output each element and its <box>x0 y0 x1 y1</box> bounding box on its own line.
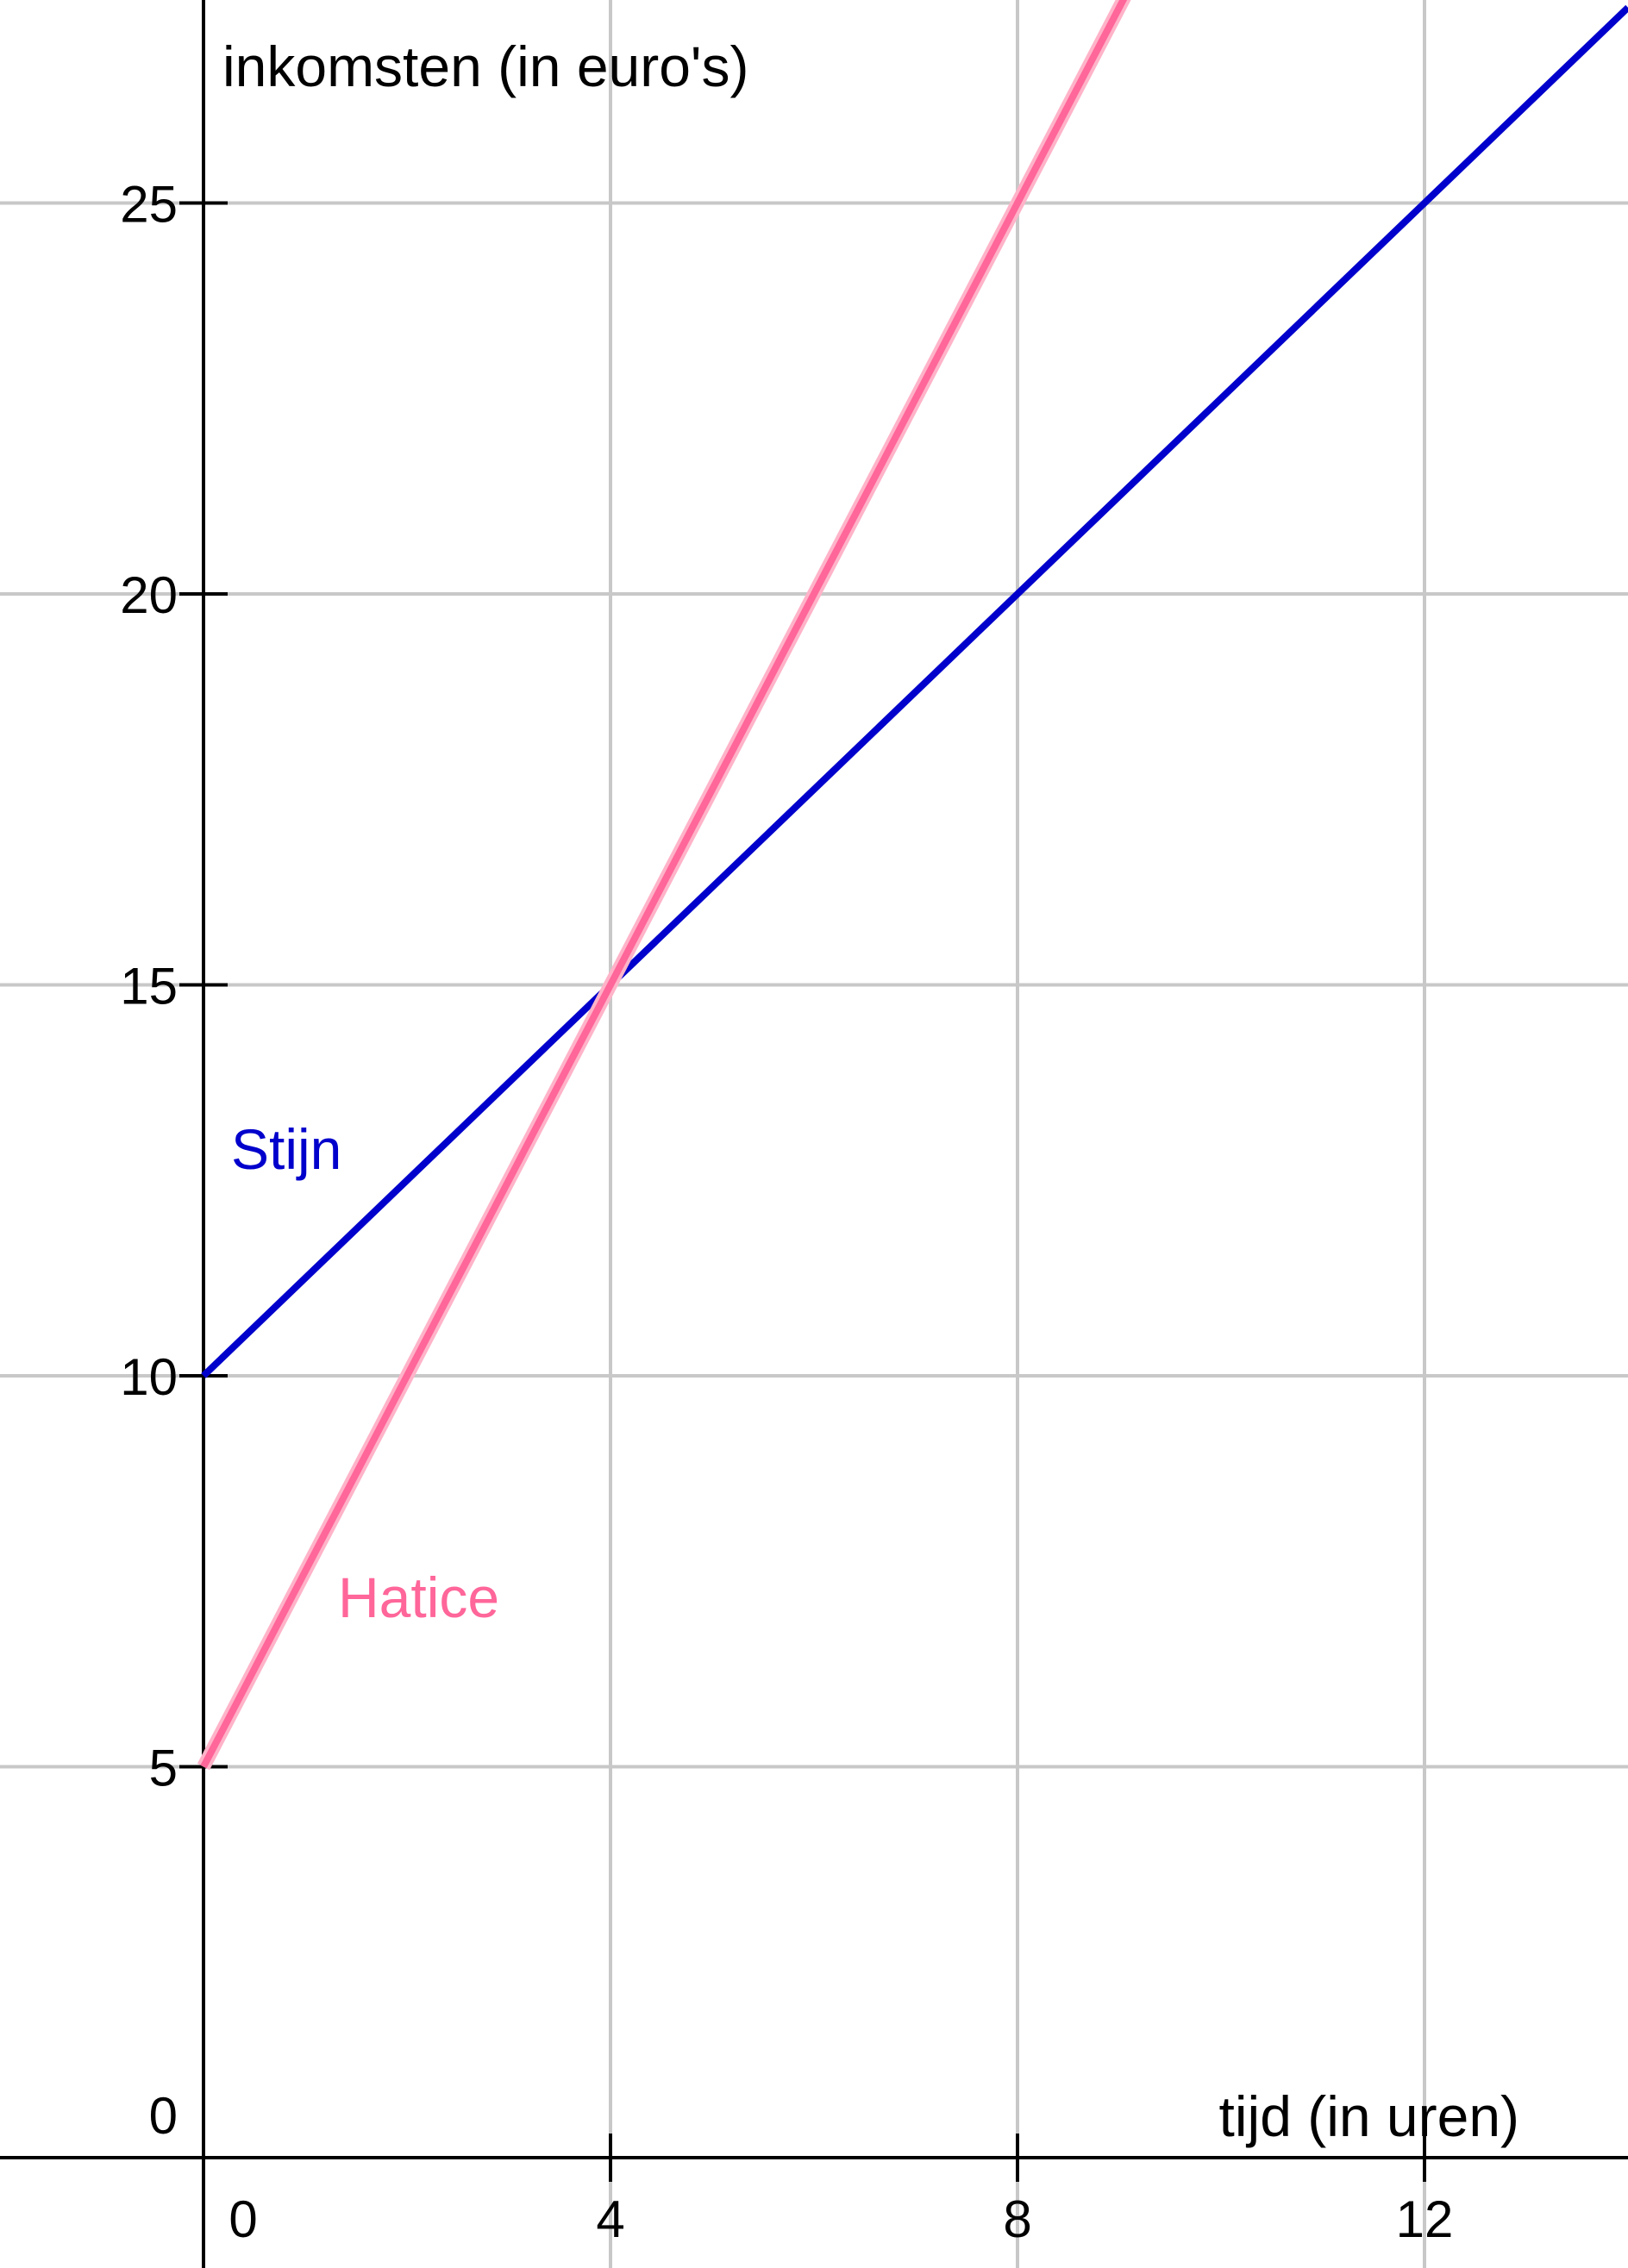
y-tick-label-15: 15 <box>120 958 178 1015</box>
y-tick-label-0: 0 <box>149 2087 178 2145</box>
y-axis-title: inkomsten (in euro's) <box>222 34 749 98</box>
chart-text: inkomsten (in euro's) tijd (in uren) Sti… <box>222 34 1519 2148</box>
x-tick-label-4: 4 <box>596 2190 624 2248</box>
x-tick-label-12: 12 <box>1396 2190 1454 2248</box>
series-label-stijn: Stijn <box>231 1117 341 1181</box>
y-tick-label-25: 25 <box>120 176 178 234</box>
y-tick-label-20: 20 <box>120 566 178 624</box>
y-tick-label-5: 5 <box>149 1740 178 1797</box>
series-line-hatice <box>204 0 1628 1767</box>
series-label-hatice: Hatice <box>338 1565 499 1629</box>
series-line-stijn <box>204 8 1628 1376</box>
series-line-hatice-halo <box>204 0 1628 1767</box>
x-axis-title: tijd (in uren) <box>1219 2084 1519 2148</box>
y-tick-label-10: 10 <box>120 1348 178 1406</box>
x-tick-label-0: 0 <box>229 2190 257 2248</box>
x-tick-label-8: 8 <box>1003 2190 1031 2248</box>
series-lines <box>204 0 1628 1767</box>
